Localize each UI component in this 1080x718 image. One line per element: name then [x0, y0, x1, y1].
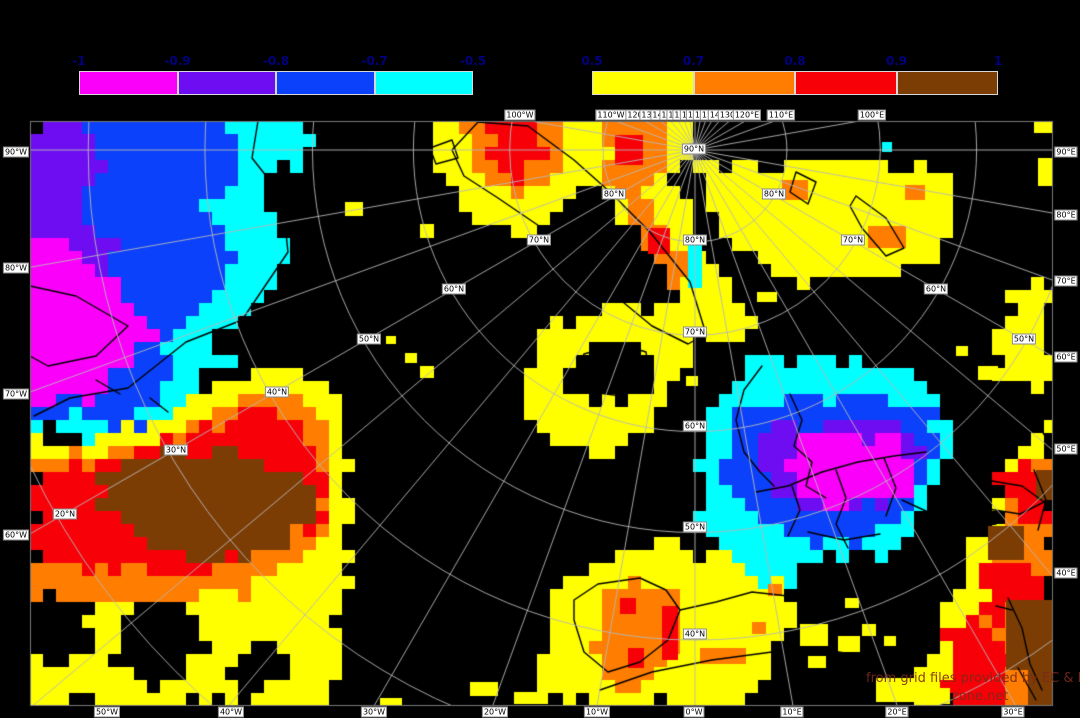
- colorbar-tick: -0.8: [262, 54, 290, 68]
- lat-label: 20°N: [52, 508, 78, 520]
- lon-label-left: 60°W: [2, 529, 30, 541]
- lat-label: 50°N: [356, 333, 382, 345]
- colorbar-segment-orange: [693, 71, 795, 95]
- lon-label-top: 110°E: [766, 109, 796, 121]
- lat-label: 40°N: [264, 386, 290, 398]
- colorbar-segment-purple: [177, 71, 276, 95]
- lat-label: 40°N: [682, 628, 708, 640]
- lon-label-right: 80°E: [1054, 209, 1078, 221]
- colorbar-segment-brown: [896, 71, 998, 95]
- colorbar-segment-cyan: [374, 71, 473, 95]
- lon-label-bottom: 50°W: [93, 706, 121, 718]
- colorbar-positive: [592, 71, 998, 95]
- colorbar-tick: -1: [72, 54, 86, 68]
- lon-label-bottom: 10°W: [583, 706, 611, 718]
- lat-label: 60°N: [923, 283, 949, 295]
- colorbar-tick: 0.7: [682, 54, 705, 68]
- lon-label-bottom: 30°W: [360, 706, 388, 718]
- lon-label-left: 70°W: [2, 388, 30, 400]
- watermark-site: zone.net: [952, 689, 1009, 704]
- lat-label: 60°N: [441, 283, 467, 295]
- lat-label: 70°N: [682, 326, 708, 338]
- colorbar-tick: -0.7: [361, 54, 388, 68]
- lon-label-bottom: 10°E: [780, 706, 804, 718]
- lon-label-right: 50°E: [1054, 443, 1078, 455]
- lon-label-left: 80°W: [2, 262, 30, 274]
- colorbar-segment-magenta: [79, 71, 178, 95]
- colorbar-tick: 0.8: [784, 54, 806, 68]
- lat-label: 70°N: [526, 234, 552, 246]
- colorbar-tick: 0.9: [885, 54, 908, 68]
- lon-label-bottom: 30°E: [1001, 706, 1025, 718]
- lon-label-right: 40°E: [1054, 567, 1078, 579]
- lat-label: 60°N: [682, 420, 708, 432]
- lon-label-bottom: 20°W: [481, 706, 509, 718]
- lat-label: 90°N: [681, 143, 707, 155]
- lon-label-left: 90°W: [2, 146, 30, 158]
- lat-label: 30°N: [163, 444, 189, 456]
- lon-label-right: 70°E: [1054, 275, 1078, 287]
- lon-label-right: 90°E: [1054, 146, 1078, 158]
- colorbar-segment-red: [795, 71, 897, 95]
- lat-label: 80°N: [761, 188, 787, 200]
- lon-label-bottom: 20°E: [885, 706, 909, 718]
- lat-label: 50°N: [682, 521, 708, 533]
- lat-label: 80°N: [682, 234, 708, 246]
- lon-label-top: 100°W: [504, 109, 536, 121]
- lat-label: 70°N: [840, 234, 866, 246]
- watermark-credit: from grid files provided by EC & NCEP: [866, 671, 1080, 686]
- colorbar-tick: -0.5: [459, 54, 487, 68]
- lon-label-bottom: 40°W: [217, 706, 245, 718]
- colorbar-segment-blue: [276, 71, 375, 95]
- colorbar-tick: 1: [993, 54, 1003, 68]
- lat-label: 80°N: [601, 188, 627, 200]
- colorbar-tick: -0.9: [164, 54, 191, 68]
- colorbar-negative: [79, 71, 473, 95]
- colorbar-segment-yellow: [592, 71, 694, 95]
- colorbar-tick: 0.5: [581, 54, 603, 68]
- lon-label-bottom: 0°W: [683, 706, 705, 718]
- lat-label: 50°N: [1011, 333, 1037, 345]
- lon-label-top: 120°E: [732, 109, 762, 121]
- lon-label-top: 110°W: [595, 109, 627, 121]
- lon-label-right: 60°E: [1054, 351, 1078, 363]
- lon-label-top: 100°E: [857, 109, 887, 121]
